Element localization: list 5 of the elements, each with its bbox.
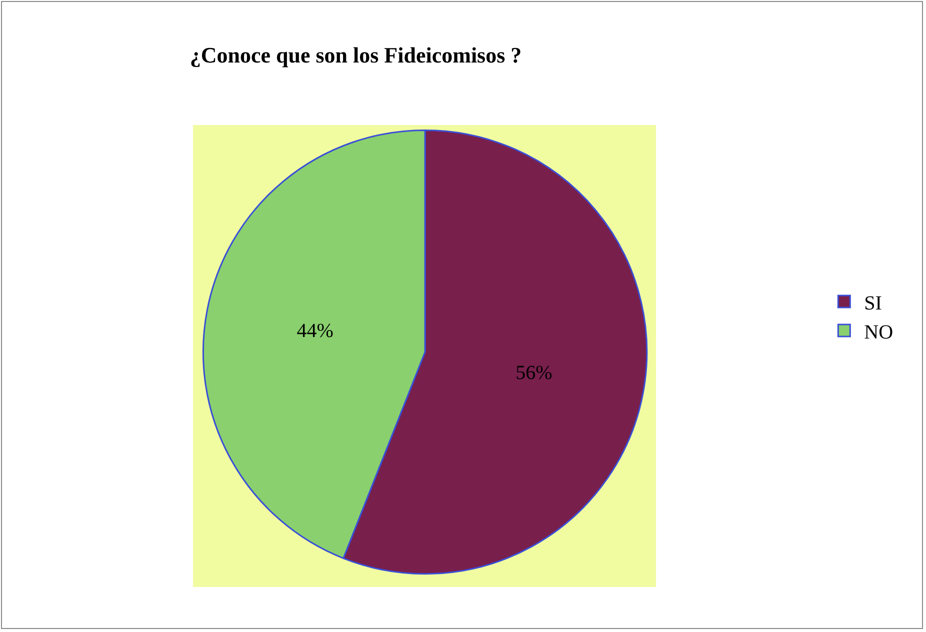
data-label: 56%	[516, 362, 552, 384]
legend-label: NO	[864, 321, 894, 344]
chart-title: ¿Conoce que son los Fideicomisos ?	[190, 42, 522, 68]
data-label: 44%	[296, 320, 334, 342]
legend-label: SI	[864, 292, 882, 314]
